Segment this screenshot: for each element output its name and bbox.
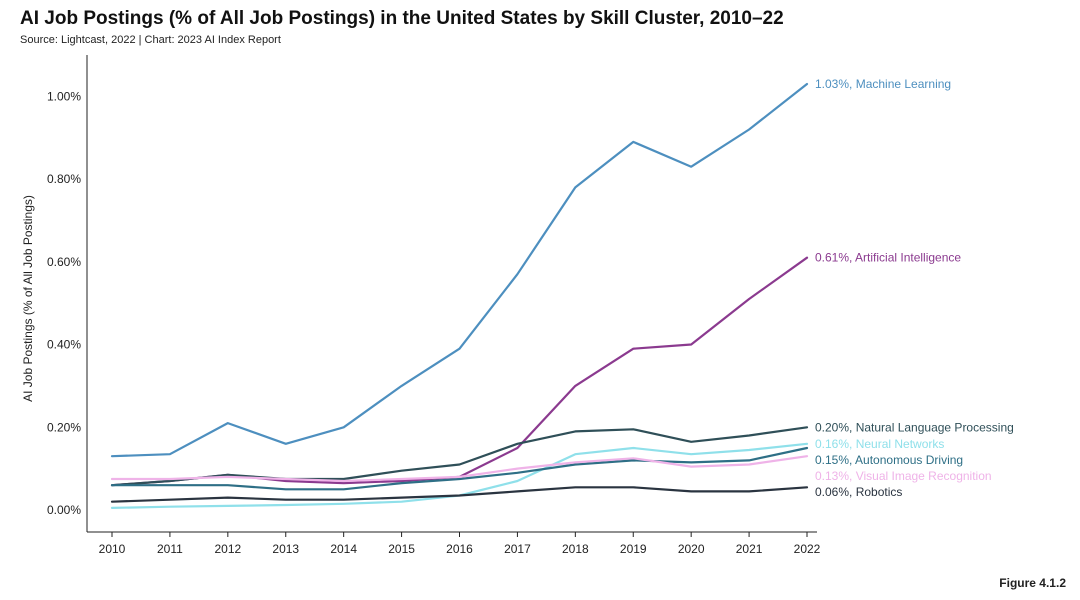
series-line-visual-image-recognition [110, 455, 809, 483]
series-end-labels: 1.03%, Machine Learning 0.61%, Artificial… [815, 77, 1014, 499]
series-line-artificial-intelligence [110, 256, 809, 487]
y-tick-label: 0.60% [47, 255, 81, 269]
end-label-visual-image-recognition: 0.13%, Visual Image Recognition [815, 469, 992, 483]
end-label-autonomous-driving: 0.15%, Autonomous Driving [815, 453, 963, 467]
x-tick-label: 2012 [214, 542, 241, 556]
x-tick-label: 2018 [562, 542, 589, 556]
end-label-neural-networks: 0.16%, Neural Networks [815, 437, 944, 451]
chart-title: AI Job Postings (% of All Job Postings) … [20, 8, 784, 29]
x-tick-label: 2013 [272, 542, 299, 556]
series-line-natural-language-processing [110, 426, 809, 487]
y-tick-label: 1.00% [47, 89, 81, 103]
end-label-robotics: 0.06%, Robotics [815, 485, 902, 499]
y-tick-label: 0.00% [47, 503, 81, 517]
y-axis-title: AI Job Postings (% of All Job Postings) [21, 195, 35, 402]
x-tick-label: 2021 [736, 542, 763, 556]
chart-subtitle: Source: Lightcast, 2022 | Chart: 2023 AI… [20, 34, 281, 46]
x-tick-label: 2010 [99, 542, 126, 556]
y-tick-label: 0.80% [47, 172, 81, 186]
x-tick-label: 2022 [794, 542, 821, 556]
series-lines [110, 82, 809, 509]
x-tick-label: 2017 [504, 542, 531, 556]
end-label-artificial-intelligence: 0.61%, Artificial Intelligence [815, 251, 961, 265]
figure-label: Figure 4.1.2 [999, 576, 1066, 590]
x-tick-label: 2020 [678, 542, 705, 556]
series-line-machine-learning [110, 82, 809, 458]
x-tick-label: 2011 [157, 542, 183, 556]
chart-axes: 0.00% 0.20% 0.40% 0.60% 0.80% 1.00% 2010 2011 20… [21, 55, 821, 556]
x-tick-label: 2019 [620, 542, 647, 556]
end-label-machine-learning: 1.03%, Machine Learning [815, 77, 951, 91]
series-line-robotics [110, 486, 809, 503]
series-line-autonomous-driving [110, 446, 809, 491]
y-tick-label: 0.40% [47, 338, 81, 352]
y-tick-label: 0.20% [47, 420, 81, 434]
x-tick-label: 2016 [446, 542, 473, 556]
x-tick-label: 2014 [330, 542, 357, 556]
x-tick-label: 2015 [388, 542, 415, 556]
end-label-natural-language-processing: 0.20%, Natural Language Processing [815, 420, 1014, 434]
